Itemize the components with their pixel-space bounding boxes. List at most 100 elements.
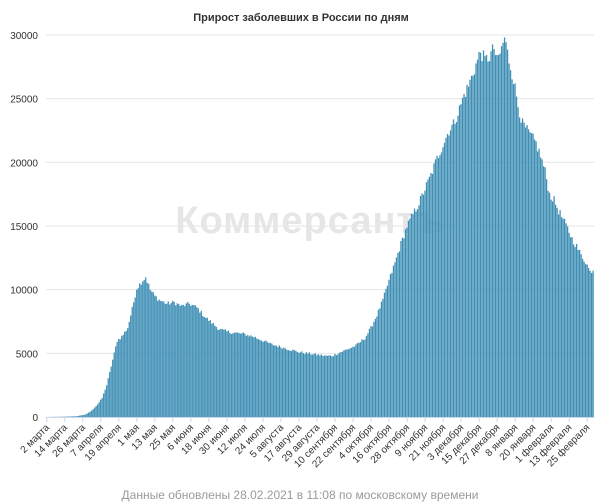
bar [538, 148, 540, 417]
bar [166, 303, 168, 417]
bar [68, 416, 70, 417]
bar [208, 320, 210, 417]
bar [401, 237, 404, 417]
bar [323, 355, 326, 417]
bar [437, 157, 440, 417]
bar [479, 52, 482, 418]
bar [74, 416, 76, 417]
bar [553, 196, 555, 417]
bar [284, 348, 286, 417]
y-axis: 0 5000 10000 15000 20000 25000 30000 [10, 31, 38, 424]
bar [190, 305, 192, 417]
bar [343, 350, 345, 417]
bar [518, 117, 521, 418]
bar [445, 137, 447, 417]
bar [137, 288, 139, 417]
bar [371, 326, 374, 417]
bar [308, 352, 311, 417]
bar [95, 405, 97, 417]
bar [490, 51, 492, 418]
bar [478, 52, 480, 417]
bar [293, 350, 296, 417]
bar [257, 339, 259, 417]
bar [359, 342, 362, 417]
bar [107, 378, 109, 417]
bar [428, 176, 431, 417]
bar [211, 323, 213, 417]
bar [386, 285, 389, 417]
bar [104, 389, 106, 417]
bar [274, 345, 276, 417]
bar [268, 343, 270, 417]
bar [289, 350, 291, 417]
bar [121, 336, 123, 417]
bar [569, 237, 572, 417]
bar [410, 213, 413, 417]
bar [133, 302, 135, 417]
bar [580, 254, 582, 417]
bar [577, 249, 579, 417]
y-tick-label: 20000 [10, 158, 38, 169]
bar [157, 300, 159, 417]
bar [311, 354, 314, 417]
bar [337, 354, 339, 417]
bar [491, 44, 494, 418]
bar [224, 329, 226, 417]
bar [302, 353, 305, 417]
bar [218, 329, 220, 417]
bar [266, 341, 268, 417]
bar [305, 352, 308, 417]
bar [154, 295, 156, 417]
bar [449, 130, 452, 417]
bar [439, 155, 441, 417]
bar [70, 416, 72, 417]
bar [505, 42, 507, 417]
bar [131, 306, 133, 417]
bar [488, 61, 491, 418]
bar [80, 415, 82, 417]
bar [361, 339, 363, 417]
data-series [46, 37, 594, 418]
bar [112, 359, 114, 417]
bar [172, 300, 174, 417]
bar [197, 308, 199, 417]
bar [591, 273, 593, 417]
bar [400, 240, 402, 417]
bar [247, 334, 249, 417]
bar [436, 155, 438, 417]
bar [253, 337, 255, 417]
bar [520, 122, 522, 417]
bar [215, 326, 217, 417]
bar [365, 335, 368, 417]
bar [241, 333, 243, 417]
bar [535, 141, 537, 417]
bar [209, 320, 211, 417]
bar [502, 42, 504, 417]
bar [76, 416, 78, 417]
bar [86, 413, 88, 417]
bar [358, 342, 360, 417]
bar [350, 347, 353, 417]
bar [575, 244, 578, 417]
bar [83, 414, 85, 417]
bar [326, 355, 329, 417]
bar [469, 79, 471, 417]
bar [161, 301, 163, 417]
bar [542, 166, 545, 417]
bar [362, 340, 365, 417]
bar [193, 305, 195, 417]
bar [287, 350, 289, 417]
bar [296, 352, 299, 417]
bar [496, 55, 498, 417]
bar [205, 317, 207, 417]
bar [347, 349, 350, 417]
bar [169, 304, 171, 417]
bar [71, 416, 73, 417]
bar [409, 218, 411, 417]
bar [314, 353, 317, 417]
bar [301, 351, 303, 417]
bar [551, 201, 554, 417]
bar [566, 226, 569, 417]
bar [499, 53, 501, 418]
bar [494, 55, 497, 417]
